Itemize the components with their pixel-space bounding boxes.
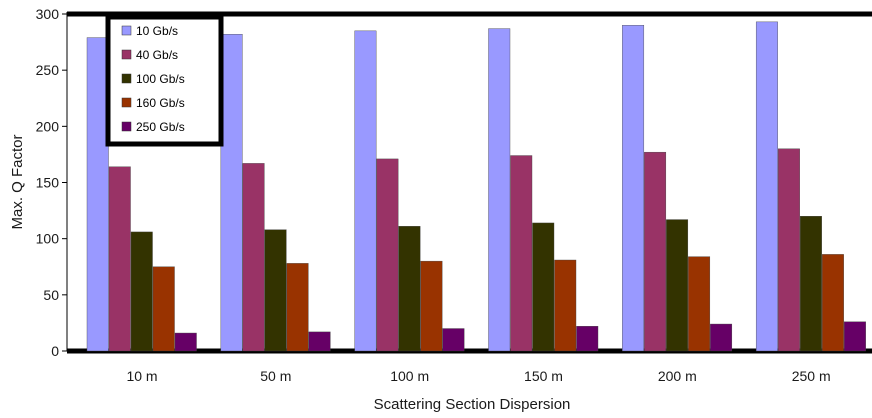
- bar-10-gb-s-10-m: [86, 37, 109, 352]
- bar-10-gb-s-100-m: [354, 30, 377, 352]
- bar-40-gb-s-200-m: [644, 151, 667, 352]
- bar-100-gb-s-50-m: [264, 229, 287, 352]
- bar-10-gb-s-200-m: [622, 25, 645, 352]
- bar-160-gb-s-50-m: [286, 263, 309, 352]
- bar-40-gb-s-150-m: [510, 155, 533, 352]
- legend-swatch: [121, 73, 132, 84]
- y-tick-label: 150: [36, 175, 60, 191]
- y-tick-label: 100: [36, 231, 60, 247]
- x-tick-label: 50 m: [260, 368, 291, 384]
- bar-160-gb-s-100-m: [420, 260, 443, 352]
- bar-40-gb-s-50-m: [242, 163, 265, 352]
- legend-label: 40 Gb/s: [136, 48, 178, 62]
- y-tick-label: 50: [43, 287, 59, 303]
- legend-label: 10 Gb/s: [136, 24, 178, 38]
- bar-10-gb-s-50-m: [220, 34, 243, 352]
- y-axis-ticks: 0 50 100 150 200 250 300: [36, 6, 67, 359]
- bar-40-gb-s-10-m: [108, 166, 131, 352]
- legend-swatch: [121, 49, 132, 60]
- bar-10-gb-s-250-m: [755, 21, 778, 352]
- bar-250-gb-s-150-m: [576, 326, 599, 352]
- y-tick-label: 250: [36, 62, 60, 78]
- y-tick-label: 200: [36, 118, 60, 134]
- bars-layer: [86, 21, 866, 352]
- bar-100-gb-s-10-m: [130, 231, 153, 352]
- legend-label: 250 Gb/s: [136, 120, 185, 134]
- x-tick-label: 200 m: [658, 368, 697, 384]
- legend-label: 100 Gb/s: [136, 72, 185, 86]
- legend-swatch: [121, 97, 132, 108]
- bar-100-gb-s-200-m: [666, 219, 689, 352]
- bar-160-gb-s-10-m: [152, 266, 175, 352]
- bar-250-gb-s-250-m: [843, 321, 866, 352]
- bar-160-gb-s-200-m: [688, 256, 711, 352]
- bar-40-gb-s-100-m: [376, 158, 399, 352]
- bar-250-gb-s-200-m: [710, 323, 733, 352]
- bar-160-gb-s-250-m: [821, 254, 844, 352]
- bar-100-gb-s-150-m: [532, 222, 555, 352]
- y-tick-label: 300: [36, 6, 60, 22]
- bar-250-gb-s-100-m: [442, 328, 465, 352]
- x-tick-label: 10 m: [126, 368, 157, 384]
- legend-swatch: [121, 121, 132, 132]
- x-tick-label: 250 m: [792, 368, 831, 384]
- bar-250-gb-s-10-m: [174, 332, 197, 352]
- x-axis-ticks: 10 m 50 m 100 m 150 m 200 m 250 m: [126, 368, 830, 384]
- bar-40-gb-s-250-m: [777, 148, 800, 352]
- x-tick-label: 150 m: [524, 368, 563, 384]
- x-tick-label: 100 m: [390, 368, 429, 384]
- bar-10-gb-s-150-m: [488, 28, 511, 352]
- bar-250-gb-s-50-m: [308, 331, 331, 352]
- y-tick-label: 0: [51, 343, 59, 359]
- legend-swatch: [121, 25, 132, 36]
- legend-label: 160 Gb/s: [136, 96, 185, 110]
- legend: 10 Gb/s 40 Gb/s 100 Gb/s 160 Gb/s 250 Gb/s: [105, 14, 224, 147]
- bar-160-gb-s-150-m: [554, 259, 577, 352]
- y-axis-title: Max. Q Factor: [9, 134, 26, 229]
- bar-100-gb-s-250-m: [799, 215, 822, 352]
- x-axis-title: Scattering Section Dispersion: [374, 396, 571, 413]
- bar-100-gb-s-100-m: [398, 226, 421, 352]
